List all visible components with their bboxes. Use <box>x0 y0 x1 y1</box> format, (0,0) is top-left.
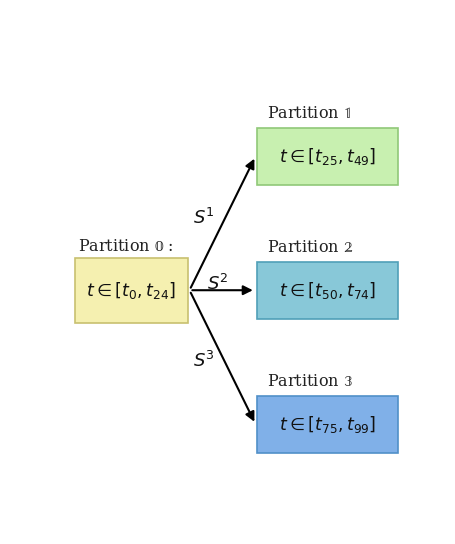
Text: $t \in [t_{75}, t_{99}]$: $t \in [t_{75}, t_{99}]$ <box>278 414 375 435</box>
Bar <box>256 128 397 184</box>
Text: $S^3$: $S^3$ <box>192 350 214 370</box>
Bar <box>256 396 397 453</box>
Text: $t \in [t_{25}, t_{49}]$: $t \in [t_{25}, t_{49}]$ <box>278 146 375 166</box>
Text: $S^1$: $S^1$ <box>192 208 214 228</box>
Bar <box>75 294 187 323</box>
Text: Partition $\mathbb{3}$: Partition $\mathbb{3}$ <box>267 373 352 390</box>
Text: $t \in [t_{50}, t_{74}]$: $t \in [t_{50}, t_{74}]$ <box>278 280 375 301</box>
Text: $t \in [t_0, t_{24}]$: $t \in [t_0, t_{24}]$ <box>86 280 176 301</box>
Bar <box>75 258 187 323</box>
Text: Partition $\mathbb{0}$ :: Partition $\mathbb{0}$ : <box>78 238 173 255</box>
Text: Partition $\mathbb{1}$: Partition $\mathbb{1}$ <box>267 105 350 122</box>
Text: $S^2$: $S^2$ <box>207 274 228 294</box>
Bar <box>256 262 397 319</box>
Text: Partition $\mathbb{2}$: Partition $\mathbb{2}$ <box>267 239 353 256</box>
